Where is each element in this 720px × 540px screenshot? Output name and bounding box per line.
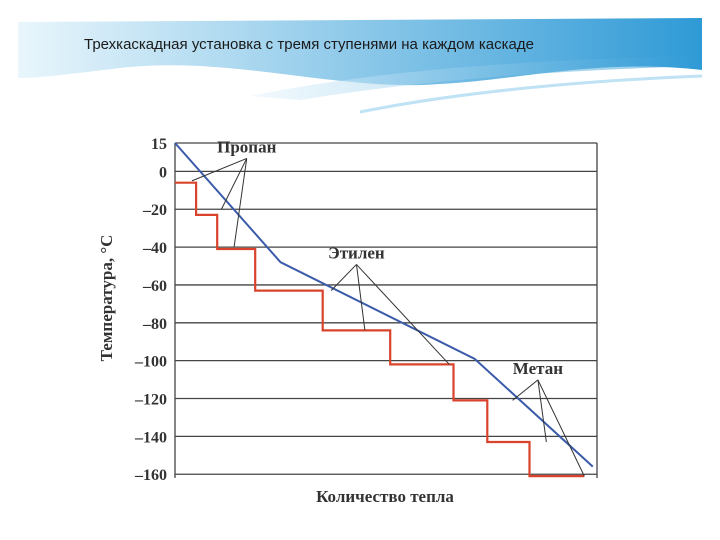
header-band xyxy=(18,18,703,114)
y-axis-label: Температура, °C xyxy=(97,235,116,362)
annotation-leader xyxy=(512,379,539,401)
annotation-label: Метан xyxy=(513,359,563,378)
annotation-leader xyxy=(330,264,357,291)
y-tick-label: –140 xyxy=(134,429,167,446)
header-band-swoosh xyxy=(250,56,702,100)
annotation-leader xyxy=(355,264,366,331)
series xyxy=(174,142,594,478)
header-band-wave xyxy=(359,74,703,114)
annotations: Пропан Этилен Метан xyxy=(217,137,563,377)
x-axis-label: Количество тепла xyxy=(316,487,454,506)
annotation-label: Этилен xyxy=(328,243,385,262)
cooled-stream-line xyxy=(174,142,594,468)
y-tick-label: –160 xyxy=(134,467,167,484)
y-tick-labels: 15 0 –20 –40 –60 –80 –100 –120 –140 –160 xyxy=(134,136,167,484)
y-tick-label: 0 xyxy=(159,164,167,181)
annotation-leader xyxy=(191,158,247,182)
y-tick-label: –100 xyxy=(134,354,167,371)
annotation-leader xyxy=(356,264,450,365)
y-tick-label: –120 xyxy=(134,392,167,409)
annotation-leaders xyxy=(191,158,585,477)
annotation-leader xyxy=(233,158,248,248)
annotation-leader xyxy=(537,379,547,443)
y-tick-label: –60 xyxy=(142,278,167,295)
y-tick-label: 15 xyxy=(151,136,167,153)
slide-title: Трехкаскадная установка с тремя ступеням… xyxy=(84,36,534,53)
refrigerant-step-line xyxy=(175,181,585,478)
annotation-leader xyxy=(220,158,248,210)
y-tick-label: –20 xyxy=(142,202,167,219)
y-tick-label: –80 xyxy=(142,316,167,333)
grid-lines xyxy=(174,142,598,478)
y-tick-label: –40 xyxy=(142,240,167,257)
annotation-leader xyxy=(537,379,585,477)
annotation-label: Пропан xyxy=(217,137,276,156)
